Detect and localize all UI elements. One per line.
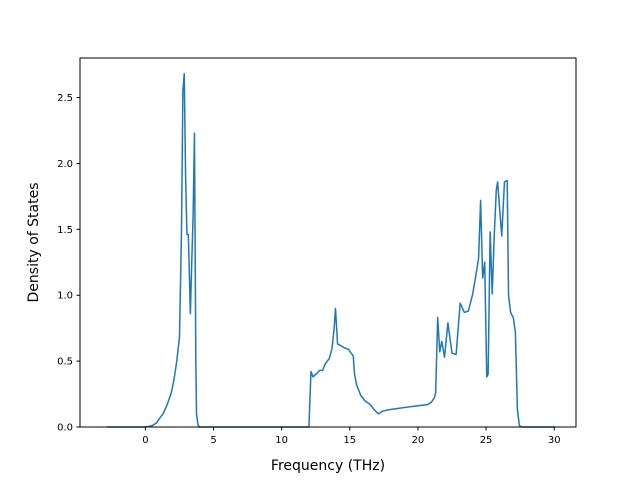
- y-tick-label: 2.5: [57, 93, 73, 104]
- x-tick-label: 15: [343, 435, 356, 446]
- y-tick-label: 0.5: [57, 357, 73, 368]
- plot-area: [106, 73, 555, 428]
- x-tick-label: 20: [412, 435, 425, 446]
- y-tick-label: 1.0: [57, 291, 73, 302]
- x-tick-label: 30: [548, 435, 561, 446]
- y-tick-label: 1.5: [57, 225, 73, 236]
- x-tick-label: 25: [480, 435, 493, 446]
- x-axis-ticks: 0 5 10 15 20 25 30: [142, 427, 561, 446]
- y-axis-ticks: 0.0 0.5 1.0 1.5 2.0 2.5: [57, 93, 80, 434]
- x-tick-label: 10: [275, 435, 288, 446]
- y-tick-label: 0.0: [57, 423, 73, 434]
- dos-series-line: [106, 73, 555, 428]
- y-axis-label: Density of States: [26, 183, 42, 303]
- y-tick-label: 2.0: [57, 159, 73, 170]
- x-tick-label: 5: [210, 435, 216, 446]
- axes-frame: [79, 57, 577, 428]
- x-axis-label: Frequency (THz): [271, 458, 385, 474]
- x-tick-label: 0: [142, 435, 148, 446]
